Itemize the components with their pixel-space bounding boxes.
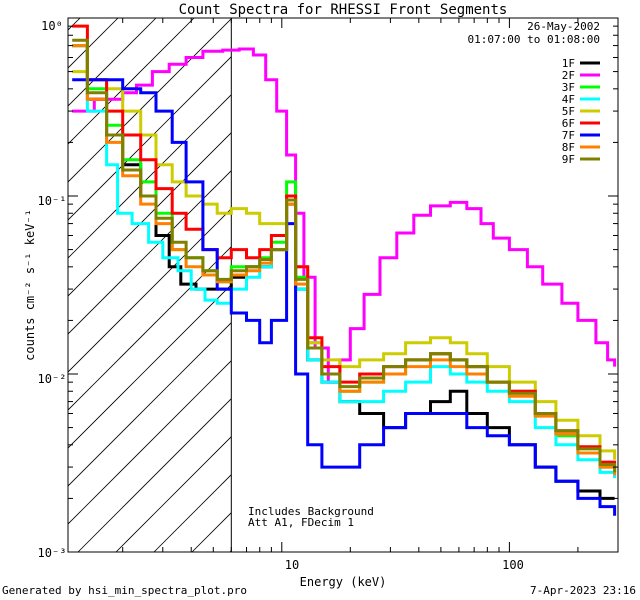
series-group [72, 24, 617, 516]
hatch-line [115, 436, 232, 552]
footer-generated-by: Generated by hsi_min_spectra_plot.pro [2, 584, 247, 597]
y-axis-label: counts cm⁻² s⁻¹ keV⁻¹ [23, 209, 37, 361]
hatch-line [68, 284, 232, 449]
series-line-4F [72, 44, 617, 479]
date-label: 26-May-2002 [527, 20, 600, 33]
hatch-line [68, 18, 195, 145]
time-range-label: 01:07:00 to 01:08:00 [468, 33, 600, 46]
chart-title: Count Spectra for RHESSI Front Segments [179, 2, 508, 18]
hatch-line [68, 360, 232, 525]
hatch-line [68, 132, 232, 297]
hatch-line [306, 0, 640, 552]
hatch-line [77, 398, 232, 552]
x-tick-label-10: 10 [285, 558, 299, 572]
series-line-1F [72, 44, 615, 500]
legend-label-6F: 6F [562, 117, 575, 130]
hatch-line [268, 0, 640, 552]
annotation-background: Includes Background [248, 505, 374, 518]
legend-label-2F: 2F [562, 69, 575, 82]
annotation-attenuator: Att A1, FDecim 1 [248, 516, 354, 529]
y-tick-label-1e-3: 10⁻³ [38, 546, 67, 560]
series-line-9F [72, 38, 617, 473]
x-axis-label: Energy (keV) [300, 575, 387, 589]
hatch-line [68, 170, 232, 335]
legend-label-7F: 7F [562, 129, 575, 142]
series-line-8F [72, 44, 617, 476]
legend-label-3F: 3F [562, 81, 575, 94]
legend-label-1F: 1F [562, 57, 575, 70]
plot-frame [67, 17, 619, 553]
y-tick-label-1e-2: 10⁻² [38, 372, 67, 386]
legend-label-5F: 5F [562, 105, 575, 118]
axis-ticks [68, 17, 619, 553]
y-tick-label-1e0: 10⁰ [41, 19, 63, 33]
legend-label-8F: 8F [562, 141, 575, 154]
hatch-line [68, 18, 232, 183]
legend-label-9F: 9F [562, 153, 575, 166]
hatch-line [68, 18, 81, 31]
hatch-line [229, 550, 232, 552]
hatch-line [68, 322, 232, 487]
x-tick-label-100: 100 [502, 558, 524, 572]
footer-timestamp: 7-Apr-2023 23:16 [530, 584, 636, 597]
hatch-line [68, 56, 232, 221]
series-line-2F [72, 47, 617, 384]
hatch-line [68, 208, 232, 373]
legend-label-4F: 4F [562, 93, 575, 106]
y-tick-label-1e-1: 10⁻¹ [38, 194, 67, 208]
series-line-3F [72, 44, 617, 473]
series-line-7F [72, 78, 617, 516]
